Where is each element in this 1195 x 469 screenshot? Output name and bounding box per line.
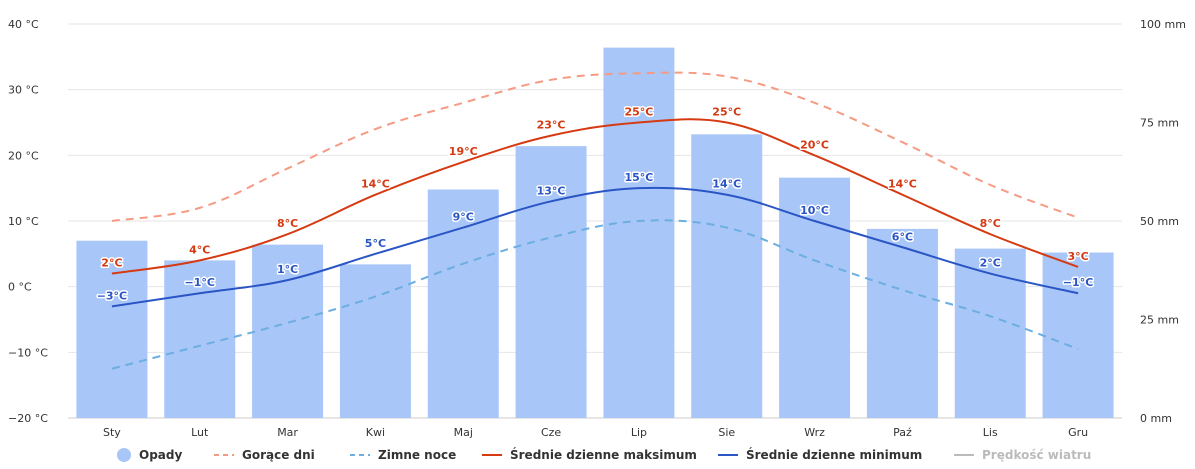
category-label: Sie [718, 426, 735, 439]
left-axis: 40 °C 30 °C 20 °C 10 °C 0 °C −10 °C −20 °C [8, 18, 48, 425]
min-temp-label: −1°C [1063, 276, 1093, 289]
precipitation-bar[interactable] [339, 264, 411, 418]
max-temp-label: 2°C [101, 257, 122, 270]
legend-label: Opady [139, 448, 182, 462]
min-temp-label: 13°C [537, 184, 566, 197]
legend-item-wind-speed[interactable]: Prędkość wiatru [954, 448, 1091, 462]
precipitation-bar[interactable] [866, 228, 938, 418]
right-tick-label: 50 mm [1140, 215, 1179, 228]
temperature-lines [111, 71, 1079, 370]
left-tick-label: 0 °C [8, 281, 32, 294]
x-axis-categories: Sty Lut Mar Kwi Maj Cze Lip Sie Wrz Paź Lis Gru [103, 426, 1088, 439]
min-temp-label: −1°C [185, 276, 215, 289]
precipitation-bar[interactable] [603, 47, 675, 418]
max-temp-label: 19°C [449, 145, 478, 158]
precipitation-bar[interactable] [779, 177, 851, 418]
right-tick-label: 25 mm [1140, 314, 1179, 327]
min-temp-label: −3°C [97, 289, 127, 302]
category-label: Cze [541, 426, 561, 439]
min-temp-label: 1°C [277, 263, 298, 276]
category-label: Sty [103, 426, 121, 439]
left-tick-label: 10 °C [8, 215, 39, 228]
min-temp-label: 9°C [453, 211, 474, 224]
legend-item-hot-days[interactable]: Gorące dni [214, 448, 315, 462]
max-temp-label: 14°C [361, 178, 390, 191]
precipitation-bars[interactable] [76, 47, 1114, 418]
left-tick-label: −10 °C [8, 346, 48, 359]
category-label: Paź [893, 426, 912, 439]
right-tick-label: 0 mm [1140, 412, 1172, 425]
legend[interactable]: Opady Gorące dni Zimne noce Średnie dzienne… [117, 447, 1091, 462]
category-label: Lis [983, 426, 998, 439]
precipitation-bar[interactable] [515, 146, 587, 418]
category-label: Mar [277, 426, 298, 439]
legend-item-avg-max[interactable]: Średnie dzienne maksimum [482, 447, 697, 462]
max-temp-label: 8°C [277, 217, 298, 230]
category-label: Wrz [804, 426, 825, 439]
right-tick-label: 75 mm [1140, 117, 1179, 130]
category-label: Lut [191, 426, 209, 439]
precipitation-bar[interactable] [691, 134, 763, 418]
legend-symbol [117, 448, 131, 462]
max-temp-label: 25°C [712, 106, 741, 119]
legend-label: Gorące dni [242, 448, 315, 462]
hot-days-line [111, 71, 1079, 222]
max-temp-label: 8°C [980, 217, 1001, 230]
max-temp-label: 3°C [1067, 250, 1088, 263]
left-tick-label: 30 °C [8, 84, 39, 97]
min-temp-label: 2°C [980, 257, 1001, 270]
right-axis: 100 mm 75 mm 50 mm 25 mm 0 mm [1140, 18, 1186, 425]
min-temp-label: 10°C [800, 204, 829, 217]
max-temp-label: 4°C [189, 243, 210, 256]
precipitation-bar[interactable] [1042, 252, 1114, 418]
legend-label: Prędkość wiatru [982, 448, 1091, 462]
left-tick-label: 40 °C [8, 18, 39, 31]
max-temp-label: 25°C [624, 106, 653, 119]
right-tick-label: 100 mm [1140, 18, 1186, 31]
avg-min-line [111, 186, 1079, 308]
legend-item-precipitation[interactable]: Opady [117, 448, 182, 462]
min-temp-label: 15°C [624, 171, 653, 184]
category-label: Maj [454, 426, 473, 439]
cold-nights-line [111, 219, 1079, 370]
category-label: Gru [1068, 426, 1088, 439]
legend-item-avg-min[interactable]: Średnie dzienne minimum [718, 447, 922, 462]
left-tick-label: 20 °C [8, 149, 39, 162]
precipitation-bar[interactable] [954, 248, 1026, 418]
legend-label: Średnie dzienne maksimum [510, 447, 697, 462]
legend-item-cold-nights[interactable]: Zimne noce [350, 448, 456, 462]
max-temp-label: 14°C [888, 178, 917, 191]
data-labels: 2°C 4°C 8°C 14°C 19°C 23°C 25°C 25°C 20°C 14°C 8°C… [95, 104, 1095, 304]
max-temp-label: 20°C [800, 138, 829, 151]
min-temp-label: 14°C [712, 178, 741, 191]
category-label: Kwi [366, 426, 385, 439]
category-label: Lip [631, 426, 647, 439]
legend-label: Zimne noce [378, 448, 456, 462]
min-temp-label: 5°C [365, 237, 386, 250]
min-temp-label: 6°C [892, 230, 913, 243]
avg-max-line [111, 118, 1079, 275]
precipitation-bar[interactable] [427, 189, 499, 418]
legend-label: Średnie dzienne minimum [746, 447, 922, 462]
max-temp-label: 23°C [537, 119, 566, 132]
left-tick-label: −20 °C [8, 412, 48, 425]
